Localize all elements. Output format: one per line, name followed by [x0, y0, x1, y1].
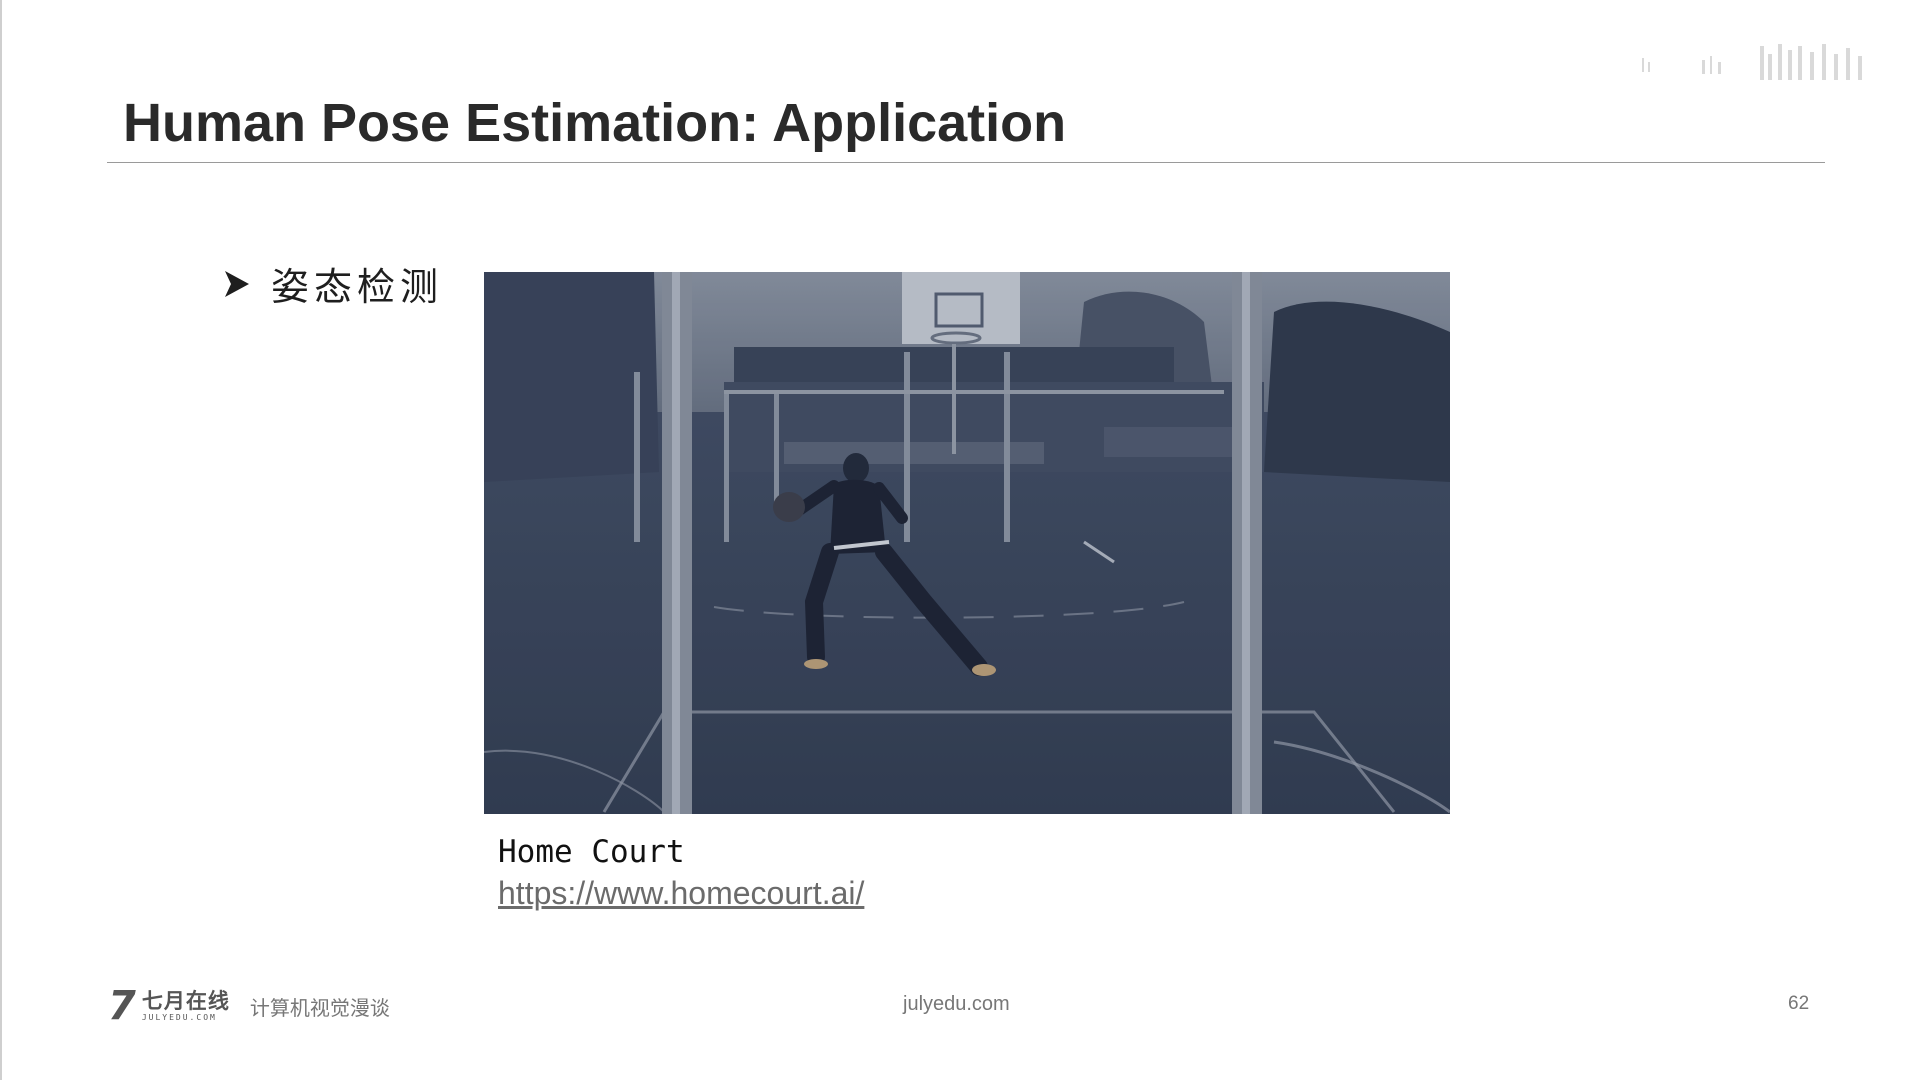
- slide-title: Human Pose Estimation: Application: [123, 93, 1067, 153]
- title-divider: [107, 162, 1825, 163]
- footer-tagline: 计算机视觉漫谈: [249, 995, 390, 1020]
- logo-chinese-text: 七月在线: [141, 988, 230, 1013]
- arrowhead-bullet-icon: [225, 270, 249, 297]
- basketball-court-image: [484, 272, 1450, 814]
- bullet-text: 姿态检测: [271, 265, 444, 309]
- logo-wordmark: 七月在线 JULYEDU.COM: [141, 988, 230, 1022]
- court-scene-illustration: [484, 272, 1450, 814]
- logo-english-text: JULYEDU.COM: [141, 1012, 217, 1022]
- homecourt-link[interactable]: https://www.homecourt.ai/: [498, 875, 865, 911]
- bullet-item: 姿态检测: [223, 256, 443, 311]
- footer-website: julyedu.com: [903, 993, 1010, 1015]
- slide-left-edge: [0, 0, 2, 1080]
- footer-logo: 7 七月在线 JULYEDU.COM 计算机视觉漫谈: [108, 986, 390, 1026]
- page-number: 62: [1788, 993, 1810, 1014]
- logo-mark: 7: [108, 983, 136, 1029]
- corner-watermark-icon: [1642, 44, 1862, 80]
- caption-title: Home Court: [498, 834, 685, 870]
